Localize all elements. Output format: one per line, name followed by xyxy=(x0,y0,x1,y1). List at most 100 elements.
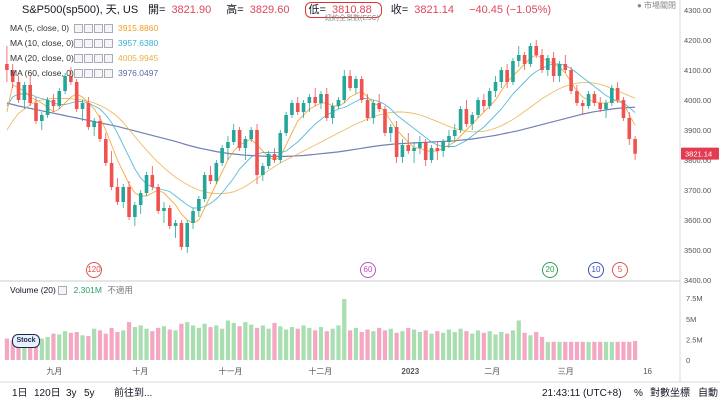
range-button[interactable]: 3y xyxy=(66,388,77,399)
close-icon[interactable] xyxy=(94,39,103,49)
price-tick-label: 3800.00 xyxy=(684,156,711,165)
volume-bar xyxy=(161,326,167,360)
ma60-line xyxy=(6,102,636,157)
volume-bar xyxy=(470,333,475,360)
candle-body xyxy=(173,223,178,226)
candle-body xyxy=(144,175,149,193)
settings-icon[interactable] xyxy=(84,69,93,79)
ma-legend-row[interactable]: MA (5, close, 0) 3915.8860 xyxy=(10,22,158,35)
ma-legend-row[interactable]: MA (10, close, 0) 3957.6380 xyxy=(10,37,158,50)
volume-bar xyxy=(423,330,428,360)
volume-bar xyxy=(603,341,609,360)
more-icon[interactable] xyxy=(104,69,113,79)
candle-body xyxy=(615,88,620,100)
event-bubble[interactable]: 20 xyxy=(542,262,558,278)
eye-icon[interactable] xyxy=(74,69,83,79)
candle-body xyxy=(179,223,184,247)
volume-bar xyxy=(435,331,440,360)
candle-body xyxy=(231,130,236,142)
symbol-label[interactable]: S&P500(sp500), 天, US xyxy=(22,4,139,16)
close-icon[interactable] xyxy=(94,69,103,79)
ma-legend-value: 3976.0497 xyxy=(118,68,159,78)
event-bubble[interactable]: 5 xyxy=(612,262,628,278)
candle-body xyxy=(569,70,573,91)
candle-body xyxy=(313,97,317,103)
volume-bar xyxy=(621,341,626,360)
volume-bar xyxy=(57,334,62,360)
candle-body xyxy=(447,136,451,142)
event-bubble[interactable]: 10 xyxy=(588,262,604,278)
volume-bar xyxy=(144,328,149,360)
candle-body xyxy=(336,100,341,106)
log-scale-button[interactable]: 對數坐標 xyxy=(650,388,690,399)
volume-bar xyxy=(97,330,103,360)
settings-icon[interactable] xyxy=(84,24,93,34)
candle-body xyxy=(284,115,288,133)
volume-tick-label: 2.5M xyxy=(686,335,703,344)
ma-legend-row[interactable]: MA (20, close, 0) 4005.9945 xyxy=(10,52,158,65)
range-button[interactable]: 1日 xyxy=(12,388,28,399)
more-icon[interactable] xyxy=(104,24,113,34)
eye-icon[interactable] xyxy=(74,54,83,64)
candle-body xyxy=(167,208,172,226)
candle-body xyxy=(16,82,21,100)
settings-icon[interactable] xyxy=(84,39,93,49)
more-icon[interactable] xyxy=(104,54,113,64)
close-icon[interactable] xyxy=(94,24,103,34)
percent-scale-button[interactable]: % xyxy=(634,388,643,399)
candle-body xyxy=(388,127,393,133)
candle-body xyxy=(202,175,207,199)
volume-bar xyxy=(574,341,580,360)
volume-legend[interactable]: Volume (20) 2.301M 不適用 xyxy=(10,284,133,297)
volume-bar xyxy=(441,332,446,360)
candle-body xyxy=(156,187,160,211)
candle-body xyxy=(22,85,27,100)
volume-bar xyxy=(254,327,260,360)
candle-body xyxy=(511,61,515,82)
close-icon[interactable] xyxy=(94,54,103,64)
candle-body xyxy=(487,91,492,106)
auto-scale-button[interactable]: 自動 xyxy=(698,388,718,399)
candle-body xyxy=(325,94,329,118)
candle-body xyxy=(127,187,131,217)
eye-icon[interactable] xyxy=(74,24,83,34)
event-bubble[interactable]: 60 xyxy=(360,262,376,278)
candle-body xyxy=(592,94,597,103)
volume-bar xyxy=(353,327,359,360)
eye-icon[interactable] xyxy=(74,39,83,49)
candle-body xyxy=(377,103,381,109)
price-tick-label: 3400.00 xyxy=(684,276,711,285)
goto-date-button[interactable]: 前往到... xyxy=(114,388,153,399)
more-icon[interactable] xyxy=(104,39,113,49)
candle-body xyxy=(162,208,166,211)
clock-readout: 21:43:11 (UTC+8) xyxy=(542,388,622,399)
volume-bar xyxy=(464,331,469,360)
time-tick-label: 二月 xyxy=(484,367,500,376)
volume-bar xyxy=(528,335,533,360)
event-bubble[interactable]: 120 xyxy=(86,262,102,278)
volume-bar xyxy=(545,341,550,360)
ma-legend-value: 4005.9945 xyxy=(118,53,159,63)
candle-body xyxy=(400,145,405,157)
volume-bar xyxy=(156,327,161,360)
range-button[interactable]: 120日 xyxy=(34,388,61,399)
volume-bar xyxy=(138,325,143,360)
candle-body xyxy=(243,139,248,148)
candle-body xyxy=(319,94,323,103)
settings-icon[interactable] xyxy=(84,54,93,64)
ma-legend-row[interactable]: MA (60, close, 0) 3976.0497 xyxy=(10,67,158,80)
ma-legend-label: MA (5, close, 0) xyxy=(10,23,70,33)
volume-bar xyxy=(28,337,33,360)
price-tick-label: 3900.00 xyxy=(684,126,711,135)
candle-body xyxy=(551,58,556,76)
candle-body xyxy=(51,100,56,106)
range-button[interactable]: 5y xyxy=(84,388,95,399)
volume-bar xyxy=(499,332,504,360)
candle-body xyxy=(121,187,126,202)
volume-bar xyxy=(324,331,329,360)
volume-bar xyxy=(580,341,585,360)
volume-bar xyxy=(109,327,114,360)
stock-logo: Stock xyxy=(12,334,40,348)
candle-body xyxy=(214,163,219,181)
